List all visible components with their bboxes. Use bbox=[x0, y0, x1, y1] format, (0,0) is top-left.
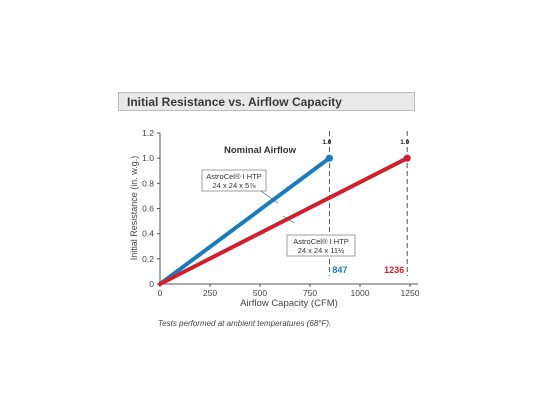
y-tick-label: 1.0 bbox=[142, 153, 154, 163]
chart-card: Initial Resistance vs. Airflow Capacity bbox=[118, 92, 415, 337]
chart-title: Initial Resistance vs. Airflow Capacity bbox=[127, 95, 342, 109]
nominal-airflow-heading: Nominal Airflow bbox=[224, 145, 297, 156]
footnote: Tests performed at ambient temperatures … bbox=[158, 319, 332, 328]
series-layer: 1.0 847 1.0 1236 bbox=[158, 131, 411, 286]
callout-series-1: AstroCel® I HTP 24 x 24 x 5⅞ bbox=[201, 169, 279, 204]
x-axis-label: Airflow Capacity (CFM) bbox=[240, 298, 338, 309]
series-1-end-label: 1.0 bbox=[322, 139, 331, 146]
series-2-x-marker-label: 1236 bbox=[384, 265, 404, 275]
y-tick-label: 0.4 bbox=[142, 229, 154, 239]
x-tick-label: 750 bbox=[303, 288, 317, 298]
callout-2-box bbox=[286, 234, 356, 257]
callout-series-2: AstroCel® I HTP 24 x 24 x 11½ bbox=[282, 215, 356, 257]
callout-2-line2: 24 x 24 x 11½ bbox=[298, 246, 345, 255]
line-chart: 0 0.2 0.4 0.6 0.8 1.0 1.2 0 250 500 750 1000 1250 I… bbox=[129, 128, 420, 309]
callout-2-line1: AstroCel® I HTP bbox=[293, 237, 349, 246]
y-tick-label: 0.6 bbox=[142, 204, 154, 214]
y-tick-label: 1.2 bbox=[142, 128, 154, 138]
callout-2-leader bbox=[282, 215, 295, 224]
series-1-line bbox=[158, 156, 332, 286]
x-axis-ticks: 0 250 500 750 1000 1250 bbox=[158, 284, 420, 298]
series-2-line bbox=[158, 156, 410, 286]
series-2-end-label: 1.0 bbox=[400, 139, 409, 146]
y-axis-ticks: 0 0.2 0.4 0.6 0.8 1.0 1.2 bbox=[142, 128, 160, 289]
x-tick-label: 1000 bbox=[351, 288, 370, 298]
y-tick-label: 0.8 bbox=[142, 178, 154, 188]
callout-1-line2: 24 x 24 x 5⅞ bbox=[213, 181, 257, 190]
series-1-x-marker-label: 847 bbox=[332, 265, 347, 275]
x-tick-label: 0 bbox=[158, 288, 163, 298]
x-tick-label: 1250 bbox=[401, 288, 420, 298]
y-tick-label: 0 bbox=[149, 279, 154, 289]
callout-1-line1: AstroCel® I HTP bbox=[206, 172, 262, 181]
x-tick-label: 500 bbox=[253, 288, 267, 298]
callout-1-box bbox=[201, 169, 267, 192]
y-axis-label: Initial Resistance (in. w.g.) bbox=[129, 156, 139, 261]
series-1-end-point bbox=[325, 154, 333, 162]
series-2-end-point bbox=[403, 154, 411, 162]
y-tick-label: 0.2 bbox=[142, 254, 154, 264]
chart-title-bar: Initial Resistance vs. Airflow Capacity bbox=[118, 92, 415, 111]
x-tick-label: 250 bbox=[203, 288, 217, 298]
